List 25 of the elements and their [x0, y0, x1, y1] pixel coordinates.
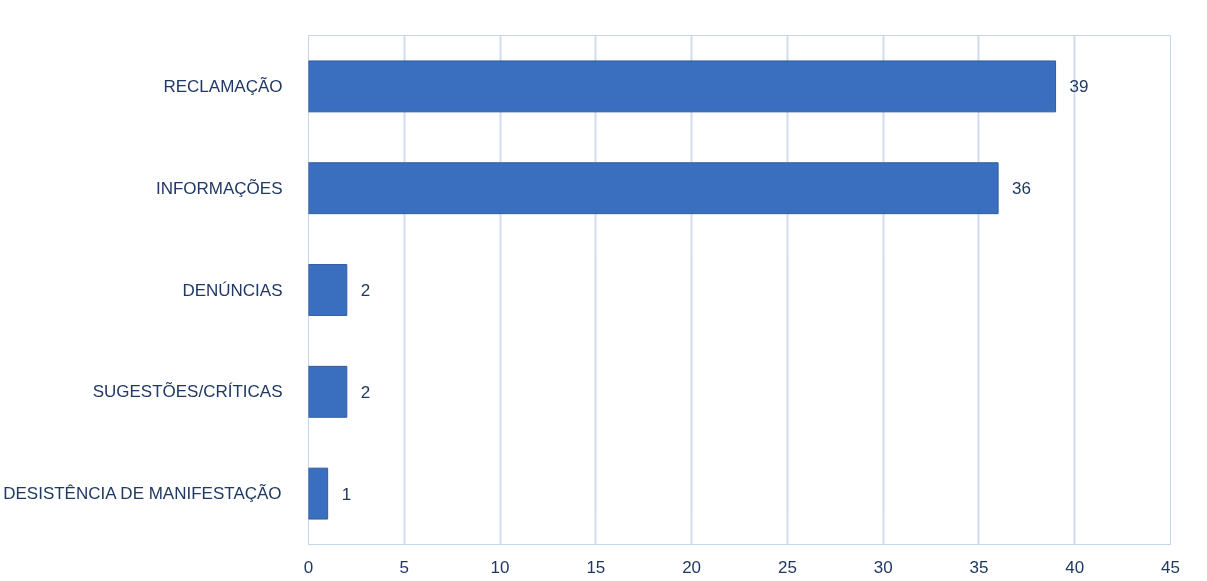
x-tick-label: 15: [586, 557, 606, 577]
x-tick-label: 20: [682, 557, 702, 577]
bar: [308, 264, 348, 316]
y-tick-label: RECLAMAÇÃO: [163, 76, 283, 96]
data-label: 2: [360, 382, 371, 402]
y-tick-label: SUGESTÕES/CRÍTICAS: [92, 382, 283, 402]
data-label: 2: [360, 281, 371, 300]
y-tick-label: INFORMAÇÕES: [155, 178, 283, 198]
x-tick-label: 10: [490, 557, 510, 577]
x-tick-label: 30: [873, 557, 893, 577]
x-tick-label: 5: [399, 557, 410, 577]
bar: [308, 60, 1057, 113]
data-label: 1: [341, 484, 352, 504]
bar: [308, 162, 999, 215]
data-label: 39: [1069, 77, 1089, 97]
x-tick-label: 0: [303, 557, 314, 577]
x-tick-label: 35: [969, 557, 989, 577]
data-label: 36: [1012, 179, 1032, 199]
bar: [308, 365, 348, 418]
x-tick-label: 40: [1065, 557, 1085, 577]
y-tick-label: DENÚNCIAS: [182, 280, 283, 300]
bar: [308, 467, 329, 520]
y-tick-label: DESISTÊNCIA DE MANIFESTAÇÃO: [3, 484, 282, 504]
x-tick-label: 25: [777, 557, 797, 577]
x-tick-label: 45: [1161, 557, 1180, 577]
